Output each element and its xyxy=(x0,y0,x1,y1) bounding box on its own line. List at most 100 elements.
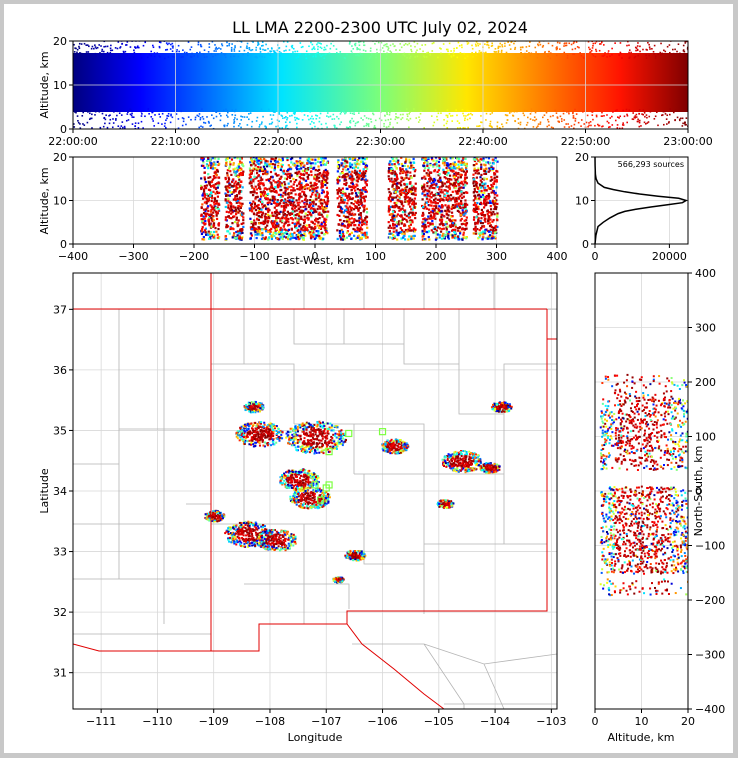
source-point xyxy=(94,44,96,46)
source-point xyxy=(411,219,414,222)
source-point xyxy=(345,181,348,185)
source-point xyxy=(291,221,294,224)
source-point xyxy=(318,171,322,175)
source-point xyxy=(369,47,372,50)
source-point xyxy=(290,203,294,207)
source-point xyxy=(267,238,270,241)
source-point xyxy=(578,46,580,49)
source-point xyxy=(400,157,403,159)
source-point xyxy=(291,46,294,49)
source-point xyxy=(260,213,264,216)
source-point xyxy=(423,127,425,129)
source-point xyxy=(486,209,490,212)
lma-figure: LL LMA 2200-2300 UTC July 02, 2024 01020… xyxy=(38,18,725,744)
source-point xyxy=(433,227,437,231)
source-point xyxy=(413,206,416,209)
source-point xyxy=(432,194,435,197)
source-point xyxy=(392,196,395,199)
source-point xyxy=(405,183,409,186)
source-point xyxy=(526,116,529,119)
source-point xyxy=(262,194,265,197)
source-point xyxy=(432,42,435,44)
source-point xyxy=(105,114,107,117)
source-point xyxy=(594,124,596,127)
source-point xyxy=(311,115,313,118)
source-point xyxy=(325,161,329,164)
source-point xyxy=(412,161,415,164)
source-point xyxy=(591,47,594,49)
source-point xyxy=(207,197,210,200)
source-point xyxy=(279,226,282,230)
source-point xyxy=(636,48,639,51)
source-point xyxy=(463,236,466,239)
source-point xyxy=(311,200,314,204)
source-point xyxy=(297,56,300,58)
source-point xyxy=(106,126,109,129)
source-point xyxy=(399,227,402,230)
source-point xyxy=(477,125,480,128)
source-point xyxy=(309,203,313,206)
source-point xyxy=(297,118,300,120)
source-point xyxy=(240,222,243,226)
source-point xyxy=(318,120,321,123)
source-point xyxy=(261,221,264,224)
source-point xyxy=(365,223,368,226)
source-point xyxy=(477,217,480,220)
source-point xyxy=(272,50,275,52)
source-point xyxy=(202,164,205,167)
source-point xyxy=(296,162,299,165)
source-point xyxy=(384,43,387,46)
source-point xyxy=(259,198,262,201)
source-point xyxy=(367,125,370,127)
source-point xyxy=(295,234,298,237)
source-point xyxy=(364,233,367,237)
source-point xyxy=(387,47,390,50)
source-point xyxy=(293,201,296,204)
source-point xyxy=(207,167,210,170)
source-point xyxy=(428,217,431,220)
source-point xyxy=(614,109,617,112)
source-point xyxy=(358,206,361,209)
source-point xyxy=(666,114,669,117)
source-point xyxy=(296,235,300,239)
source-point xyxy=(349,125,351,128)
source-point xyxy=(444,233,448,236)
source-point xyxy=(446,216,449,220)
source-point xyxy=(226,157,230,160)
source-point xyxy=(266,203,270,206)
source-point xyxy=(446,236,450,239)
source-point xyxy=(203,178,207,181)
source-point xyxy=(201,226,204,229)
source-point xyxy=(103,41,106,43)
source-point xyxy=(318,180,321,183)
source-point xyxy=(376,52,378,54)
source-point xyxy=(438,198,441,201)
source-point xyxy=(263,56,266,58)
source-point xyxy=(354,195,358,198)
source-point xyxy=(166,43,169,46)
source-point xyxy=(327,210,330,213)
source-point xyxy=(573,123,576,126)
source-point xyxy=(367,109,370,111)
source-point xyxy=(351,179,354,182)
source-point xyxy=(504,45,506,47)
source-point xyxy=(344,192,347,195)
source-point xyxy=(364,175,367,178)
source-point xyxy=(573,127,575,129)
source-point xyxy=(477,169,480,172)
source-point xyxy=(508,56,511,59)
source-point xyxy=(318,195,321,198)
source-point xyxy=(365,207,368,211)
source-point xyxy=(285,177,289,181)
source-point xyxy=(257,159,260,162)
source-point xyxy=(387,221,390,224)
source-point xyxy=(443,176,446,179)
source-point xyxy=(290,233,294,236)
source-point xyxy=(505,114,508,117)
source-point xyxy=(341,171,344,175)
source-point xyxy=(356,228,359,232)
source-point xyxy=(414,168,417,172)
source-point xyxy=(447,163,451,167)
source-point xyxy=(131,123,134,125)
source-point xyxy=(254,221,257,224)
